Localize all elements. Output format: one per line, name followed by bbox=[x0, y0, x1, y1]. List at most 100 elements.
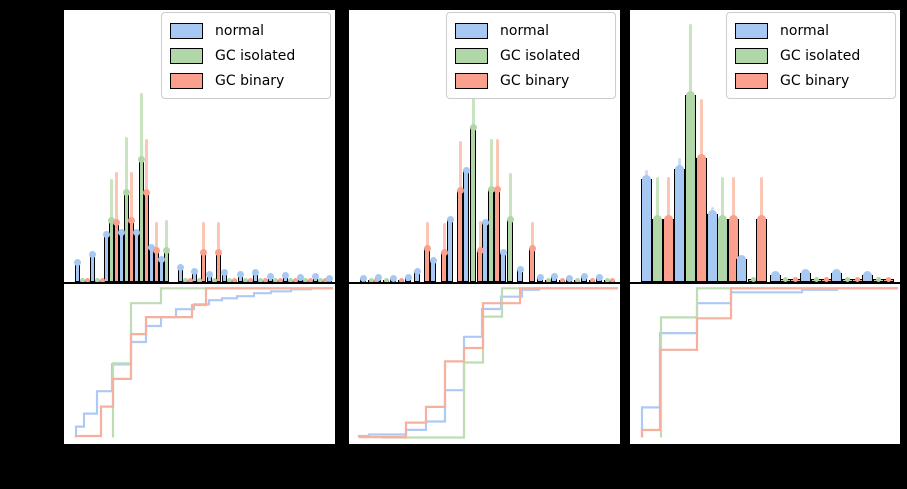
error-bar-b bbox=[442, 223, 446, 253]
legend: normal GC isolated GC binary bbox=[726, 12, 896, 99]
ecdf-line-n bbox=[357, 287, 618, 438]
ecdf-line-n bbox=[74, 287, 333, 438]
hist-bar-i bbox=[164, 250, 169, 282]
error-bar-i bbox=[489, 139, 493, 190]
marker-dot-b bbox=[824, 276, 829, 282]
marker-dot-i bbox=[183, 277, 188, 282]
marker-dot-b bbox=[278, 277, 283, 282]
legend-label: GC isolated bbox=[780, 47, 861, 64]
hist-bar-i bbox=[470, 127, 476, 282]
marker-dot-n bbox=[499, 248, 507, 256]
error-bar-i bbox=[165, 220, 168, 251]
ecdf-plot bbox=[640, 287, 898, 438]
marker-dot-i bbox=[487, 185, 495, 193]
marker-dot-b bbox=[528, 244, 536, 252]
marker-dot-n bbox=[191, 267, 198, 275]
marker-dot-i bbox=[751, 276, 756, 282]
legend-entry-i: GC isolated bbox=[455, 43, 607, 68]
marker-dot-n bbox=[326, 274, 333, 282]
marker-dot-n bbox=[565, 274, 573, 282]
marker-dot-i bbox=[653, 214, 662, 224]
marker-dot-n bbox=[118, 228, 125, 236]
error-bar-b bbox=[202, 222, 205, 253]
marker-dot-n bbox=[297, 273, 304, 281]
marker-dot-i bbox=[243, 277, 248, 282]
marker-dot-b bbox=[215, 248, 222, 256]
marker-dot-b bbox=[589, 277, 595, 282]
error-bar-b bbox=[155, 222, 158, 251]
error-bar-b bbox=[425, 222, 429, 249]
marker-dot-n bbox=[221, 268, 228, 276]
hist-bar-n bbox=[674, 169, 685, 282]
marker-dot-b bbox=[143, 188, 150, 196]
error-bar-i bbox=[140, 93, 143, 160]
marker-dot-i bbox=[783, 276, 788, 282]
marker-dot-n bbox=[771, 270, 780, 280]
marker-dot-n bbox=[389, 274, 397, 282]
marker-dot-n bbox=[312, 272, 319, 280]
hist-bar-n bbox=[463, 170, 469, 282]
legend-label: GC binary bbox=[215, 72, 285, 89]
legend-swatch-n bbox=[170, 22, 203, 39]
error-bar-b bbox=[732, 177, 735, 220]
legend: normal GC isolated GC binary bbox=[161, 12, 331, 99]
marker-dot-i bbox=[258, 277, 263, 282]
marker-dot-n bbox=[429, 256, 437, 264]
hist-bar-i bbox=[685, 95, 696, 282]
ecdf-subplot bbox=[630, 284, 900, 444]
marker-dot-n bbox=[580, 272, 588, 280]
marker-dot-b bbox=[248, 277, 253, 282]
error-bar-n bbox=[678, 158, 681, 170]
marker-dot-b bbox=[476, 246, 484, 254]
legend-label: normal bbox=[780, 22, 830, 39]
error-bar-b bbox=[700, 99, 703, 159]
marker-dot-i bbox=[197, 277, 202, 282]
marker-dot-n bbox=[462, 166, 470, 174]
marker-dot-b bbox=[423, 244, 431, 252]
marker-dot-b bbox=[559, 277, 565, 282]
marker-dot-n bbox=[206, 270, 213, 278]
marker-dot-i bbox=[718, 214, 727, 224]
marker-dot-i bbox=[604, 277, 610, 282]
marker-dot-i bbox=[288, 277, 293, 282]
marker-dot-b bbox=[188, 277, 193, 282]
hist-bar-b bbox=[756, 219, 767, 282]
error-bar-b bbox=[667, 177, 670, 220]
marker-dot-b bbox=[609, 277, 615, 282]
legend-entry-b: GC binary bbox=[170, 68, 322, 93]
marker-dot-n bbox=[863, 270, 872, 280]
marker-dot-n bbox=[536, 273, 544, 281]
marker-dot-i bbox=[506, 215, 514, 223]
legend-label: GC binary bbox=[780, 72, 850, 89]
error-bar-i bbox=[689, 24, 692, 96]
legend-swatch-i bbox=[735, 47, 768, 64]
marker-dot-i bbox=[80, 277, 85, 282]
marker-dot-n bbox=[74, 258, 81, 266]
marker-dot-n bbox=[267, 272, 274, 280]
marker-dot-i bbox=[163, 246, 170, 254]
ecdf-line-b bbox=[357, 287, 618, 439]
hist-bar-b bbox=[216, 252, 221, 282]
legend-label: GC isolated bbox=[215, 47, 296, 64]
hist-bar-i bbox=[507, 219, 513, 282]
marker-dot-n bbox=[708, 209, 717, 219]
hist-bar-n bbox=[447, 219, 453, 282]
ecdf-plot bbox=[357, 287, 618, 439]
hist-bar-b bbox=[696, 158, 707, 282]
marker-dot-b bbox=[113, 218, 120, 226]
legend-label: GC binary bbox=[500, 72, 570, 89]
histogram-subplot: normal GC isolated GC binary bbox=[630, 10, 900, 284]
legend-entry-i: GC isolated bbox=[735, 43, 887, 68]
marker-dot-i bbox=[212, 277, 217, 282]
marker-dot-n bbox=[404, 273, 412, 281]
panel-middle: normal GC isolated GC binary bbox=[349, 10, 620, 444]
marker-dot-b bbox=[398, 277, 404, 282]
ecdf-plot bbox=[74, 287, 333, 438]
marker-dot-n bbox=[374, 273, 382, 281]
ecdf-line-b bbox=[640, 287, 898, 438]
marker-dot-i bbox=[318, 277, 323, 282]
marker-dot-n bbox=[642, 174, 651, 184]
marker-dot-i bbox=[845, 276, 850, 282]
marker-dot-b bbox=[729, 214, 738, 224]
